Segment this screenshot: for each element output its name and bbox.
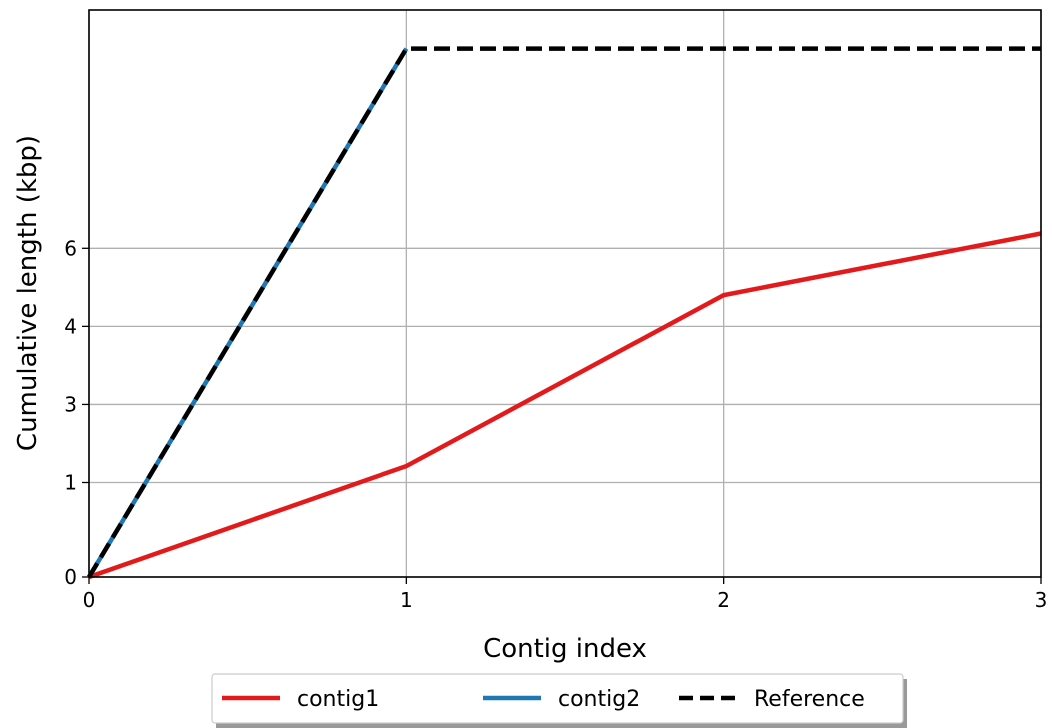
series-line-contig1: [88, 231, 1042, 580]
legend: contig1 contig2 Reference: [211, 673, 907, 728]
y-tick-label: 4: [64, 314, 77, 338]
series-line-reference: [87, 46, 1041, 579]
y-tick-label: 1: [64, 471, 77, 495]
y-axis-label: Cumulative length (kbp): [13, 135, 43, 451]
x-tick-label: 2: [717, 588, 730, 612]
y-tick-label: 3: [64, 392, 77, 416]
legend-label-reference: Reference: [754, 687, 865, 712]
x-tick-label: 0: [83, 588, 96, 612]
x-tick-label: 3: [1035, 588, 1048, 612]
y-tick-label: 0: [64, 565, 77, 589]
y-tick-label: 6: [64, 236, 77, 260]
x-tick-label: 1: [400, 588, 413, 612]
legend-box: [211, 673, 904, 724]
series-lines: [87, 46, 1042, 580]
grid-lines: [88, 10, 1042, 578]
x-axis-label: Contig index: [483, 634, 647, 664]
legend-label-contig1: contig1: [297, 687, 379, 712]
legend-label-contig2: contig2: [558, 687, 640, 712]
axis-ticks: 0 1 2 3 0 1 3 4 6: [64, 236, 1047, 612]
plot-frame: [88, 9, 1042, 578]
